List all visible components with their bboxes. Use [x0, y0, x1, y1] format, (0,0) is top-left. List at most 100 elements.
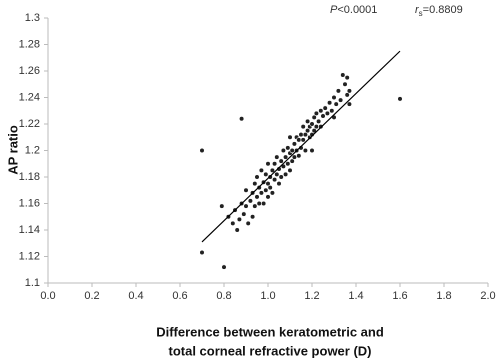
y-tick-label: 1.12 [19, 250, 40, 262]
point [241, 211, 247, 217]
point [291, 141, 298, 147]
point [313, 110, 320, 116]
y-tick-label: 1.18 [19, 171, 40, 183]
point [340, 72, 346, 78]
point [302, 132, 309, 138]
x-axis-title: Difference between keratometric and [156, 324, 384, 339]
point [313, 124, 320, 130]
point [280, 147, 287, 154]
x-axis-title: total corneal refractive power (D) [169, 343, 372, 358]
y-tick-label: 1.3 [25, 12, 40, 24]
x-tick-label: 0.2 [84, 290, 99, 302]
x-tick-label: 0.0 [40, 290, 55, 302]
point [236, 216, 242, 222]
point [309, 121, 315, 127]
point [309, 132, 315, 138]
y-tick-label: 1.22 [19, 118, 40, 130]
point [254, 194, 260, 200]
point [243, 187, 249, 193]
point [305, 118, 311, 124]
y-tick-label: 1.14 [19, 224, 40, 236]
y-tick-label: 1.16 [19, 197, 40, 209]
point [397, 96, 403, 102]
r-annotation: rs=0.8809 [415, 4, 463, 18]
point [278, 174, 284, 180]
r-text: =0.8809 [423, 4, 463, 16]
x-tick-label: 1.6 [392, 290, 407, 302]
point [261, 200, 267, 207]
point [199, 147, 205, 154]
point [267, 185, 273, 191]
x-tick-label: 1.2 [304, 290, 319, 302]
point [346, 101, 353, 107]
point [269, 190, 276, 196]
point [278, 158, 284, 164]
point [258, 167, 265, 173]
point [291, 154, 298, 160]
point [243, 203, 249, 209]
point [274, 171, 280, 177]
point [239, 116, 245, 122]
point [333, 101, 339, 107]
trendline [201, 50, 401, 243]
point [300, 124, 306, 130]
x-tick-label: 2.0 [480, 290, 495, 302]
x-tick-label: 0.4 [128, 290, 143, 302]
y-tick-label: 1.1 [25, 277, 40, 289]
x-tick-label: 0.8 [216, 290, 231, 302]
point [252, 203, 258, 209]
point [311, 114, 317, 120]
point [324, 110, 331, 116]
point [289, 158, 295, 164]
p-text: <0.0001 [337, 4, 377, 16]
point [338, 97, 344, 103]
point [287, 134, 293, 140]
point [305, 128, 311, 134]
point [258, 190, 265, 196]
point [309, 147, 315, 154]
point [302, 147, 309, 154]
point [265, 181, 271, 187]
p-symbol: P [330, 4, 338, 16]
r-subscript: s [419, 9, 423, 18]
point [250, 214, 256, 220]
point [272, 177, 278, 183]
point [298, 145, 304, 151]
x-tick-label: 1.8 [436, 290, 451, 302]
y-tick-label: 1.26 [19, 65, 40, 77]
r-symbol: r [415, 4, 420, 16]
point [221, 264, 227, 270]
point [318, 108, 324, 114]
point [247, 198, 253, 204]
point [263, 187, 269, 193]
point [276, 181, 282, 187]
point [298, 132, 304, 138]
point [269, 167, 276, 173]
point [300, 137, 306, 143]
point [335, 88, 342, 94]
point [342, 81, 348, 87]
point [263, 171, 269, 177]
point [316, 118, 322, 124]
x-tick-label: 1.4 [348, 290, 363, 302]
point [327, 100, 333, 106]
point [311, 128, 317, 134]
point [199, 249, 205, 256]
y-axis-title: AP ratio [5, 125, 20, 175]
point [296, 137, 302, 143]
point [331, 94, 337, 101]
point [265, 194, 271, 200]
point [285, 145, 291, 151]
point [234, 227, 240, 233]
point [285, 161, 291, 167]
point [265, 161, 271, 167]
p-annotation: P<0.0001 [330, 4, 377, 16]
point [289, 147, 295, 154]
y-tick-label: 1.24 [19, 91, 40, 103]
point [272, 161, 278, 167]
point [329, 108, 335, 114]
point [296, 153, 302, 159]
point [245, 220, 251, 226]
y-tick-label: 1.2 [25, 144, 40, 156]
